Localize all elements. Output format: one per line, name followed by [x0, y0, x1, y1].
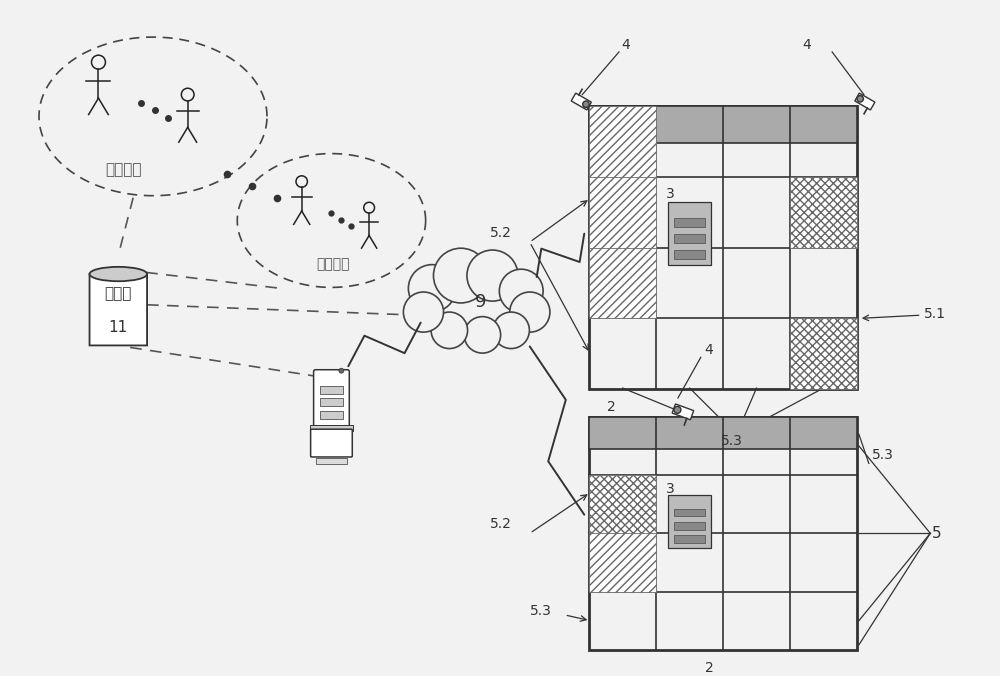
Bar: [589, 475, 656, 533]
Text: 3: 3: [666, 187, 675, 201]
Text: 4: 4: [705, 343, 713, 358]
Circle shape: [674, 406, 681, 413]
Ellipse shape: [90, 267, 147, 281]
FancyBboxPatch shape: [311, 429, 352, 457]
Text: 5: 5: [932, 526, 942, 541]
Polygon shape: [672, 404, 694, 420]
Bar: [668, 496, 711, 548]
Bar: [589, 107, 857, 389]
Text: 存货账户: 存货账户: [105, 162, 141, 177]
Text: 2: 2: [607, 400, 616, 414]
Text: 3: 3: [666, 481, 675, 496]
Bar: [790, 318, 857, 389]
Text: 9: 9: [474, 293, 486, 311]
Bar: [316, 458, 347, 464]
Polygon shape: [571, 93, 591, 110]
Circle shape: [493, 312, 529, 349]
Bar: [310, 425, 353, 431]
FancyBboxPatch shape: [90, 274, 147, 345]
Bar: [589, 417, 857, 450]
Circle shape: [857, 95, 863, 102]
Circle shape: [510, 292, 550, 332]
Bar: [589, 533, 656, 592]
Text: 2: 2: [705, 660, 714, 675]
Text: 5.3: 5.3: [530, 604, 552, 618]
Text: 4: 4: [802, 38, 811, 52]
Bar: [589, 107, 656, 177]
Polygon shape: [855, 93, 875, 110]
Bar: [320, 385, 343, 393]
Circle shape: [583, 101, 589, 107]
Bar: [674, 522, 705, 529]
Circle shape: [431, 312, 468, 349]
Text: 5.2: 5.2: [490, 226, 512, 240]
Circle shape: [403, 292, 444, 332]
Circle shape: [464, 316, 501, 353]
Bar: [589, 248, 656, 318]
FancyBboxPatch shape: [314, 370, 349, 428]
Text: 5.1: 5.1: [863, 308, 946, 321]
Text: 取货账户: 取货账户: [317, 257, 350, 271]
Text: 5.3: 5.3: [872, 448, 894, 462]
Text: 5.2: 5.2: [490, 517, 512, 531]
Bar: [674, 218, 705, 227]
Circle shape: [339, 368, 344, 373]
Bar: [674, 508, 705, 516]
Circle shape: [499, 269, 543, 313]
Bar: [674, 249, 705, 259]
Bar: [668, 202, 711, 266]
Bar: [589, 107, 857, 143]
Bar: [674, 234, 705, 243]
Bar: [790, 177, 857, 248]
Bar: [589, 417, 857, 650]
Circle shape: [408, 264, 456, 312]
Text: 数据库: 数据库: [105, 286, 132, 301]
Bar: [674, 535, 705, 543]
Text: 4: 4: [621, 38, 630, 52]
Bar: [320, 398, 343, 406]
Bar: [90, 274, 147, 345]
Text: 11: 11: [109, 320, 128, 335]
Bar: [589, 177, 656, 248]
Circle shape: [433, 248, 488, 303]
Circle shape: [467, 250, 518, 301]
Bar: [320, 412, 343, 419]
Text: 5.3: 5.3: [721, 433, 742, 448]
